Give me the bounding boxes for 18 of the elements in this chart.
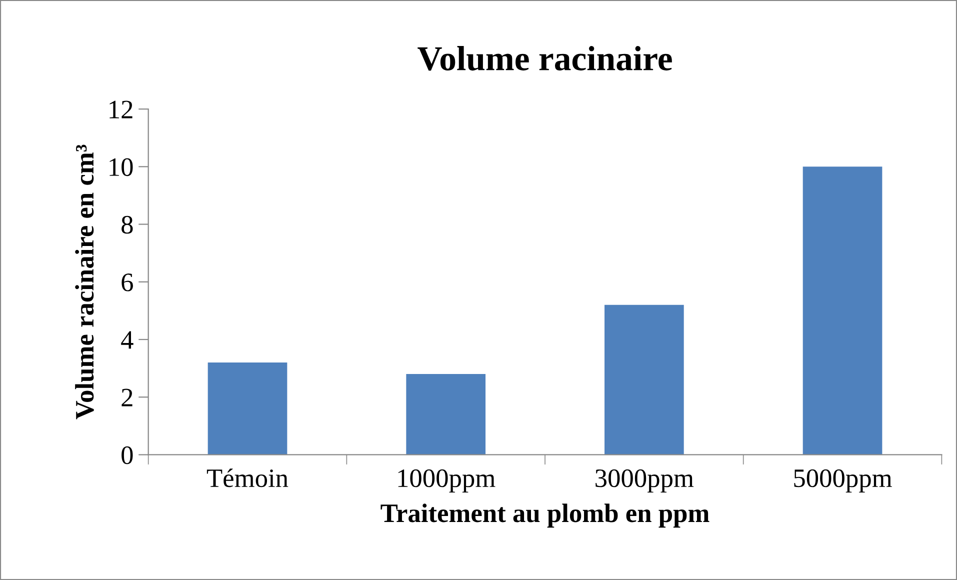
- y-axis-title: Volume racinaire en cm³: [75, 144, 94, 420]
- y-tick-label: 12: [110, 100, 132, 118]
- x-tick-label: Témoin: [206, 468, 288, 488]
- bar: [406, 374, 486, 455]
- y-tick-label: 0: [122, 446, 133, 464]
- y-tick-label: 6: [122, 274, 133, 292]
- y-tick-label: 4: [121, 331, 134, 349]
- chart-title: Volume racinaire: [418, 46, 672, 71]
- x-axis-title: Traitement au plomb en ppm: [380, 504, 710, 528]
- bar: [604, 304, 684, 455]
- x-tick-label: 5000ppm: [794, 469, 892, 493]
- bar: [802, 166, 882, 455]
- x-tick-label: 1000ppm: [398, 469, 496, 493]
- x-tick-label: 3000ppm: [596, 469, 694, 493]
- y-tick-label: 8: [122, 216, 133, 234]
- y-tick-label: 10: [110, 158, 133, 176]
- bar: [208, 362, 288, 455]
- y-tick-label: 2: [122, 388, 132, 406]
